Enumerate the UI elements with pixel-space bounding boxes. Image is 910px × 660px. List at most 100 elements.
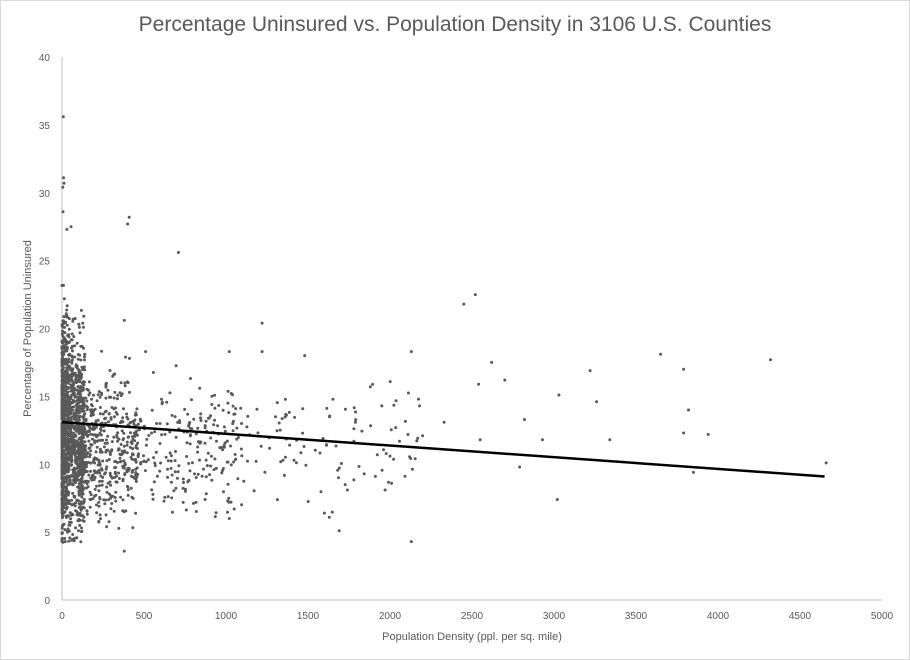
data-point [65, 358, 68, 362]
data-point [63, 325, 66, 329]
x-tick-label: 1500 [297, 611, 320, 622]
data-point [207, 416, 210, 420]
data-point [81, 492, 85, 496]
data-point [72, 335, 76, 339]
data-point [226, 510, 229, 514]
data-point [234, 407, 238, 411]
data-point [162, 499, 166, 503]
data-point [380, 468, 384, 472]
data-point [245, 425, 249, 429]
data-point [71, 491, 75, 495]
data-point [229, 392, 233, 395]
data-point [144, 443, 148, 447]
data-point [368, 385, 372, 389]
data-point [170, 473, 174, 477]
data-point [97, 489, 101, 493]
data-point [91, 433, 95, 437]
data-point [74, 455, 78, 459]
data-point [120, 429, 124, 433]
data-point [117, 471, 120, 475]
data-point [65, 497, 68, 501]
data-point [129, 486, 133, 490]
data-point [77, 411, 81, 415]
data-point [66, 493, 70, 497]
x-tick-label: 5000 [871, 611, 894, 622]
data-point [65, 479, 69, 483]
data-point [94, 420, 98, 424]
data-point [71, 444, 75, 448]
data-point [98, 412, 102, 416]
data-point [106, 434, 110, 438]
data-point [72, 448, 76, 452]
data-point [63, 537, 67, 540]
data-point [68, 478, 72, 482]
data-point [107, 458, 111, 461]
data-point [70, 368, 74, 372]
data-point [227, 350, 231, 354]
data-point [108, 453, 112, 456]
data-point [277, 421, 281, 425]
data-point [125, 443, 129, 447]
data-point [134, 457, 138, 461]
data-point [74, 408, 78, 412]
data-point [116, 439, 120, 443]
data-point [226, 482, 230, 486]
data-point [60, 524, 64, 528]
data-point [69, 520, 73, 524]
data-point [199, 419, 203, 422]
x-tick-label: 3500 [625, 611, 648, 622]
data-point [97, 390, 101, 394]
data-point [88, 490, 92, 494]
data-point [69, 517, 72, 521]
y-tick-label: 40 [39, 53, 51, 64]
data-point [76, 357, 80, 361]
data-point [70, 374, 74, 378]
data-point [107, 498, 111, 502]
data-point [229, 500, 233, 504]
data-point [136, 453, 140, 457]
data-point [194, 500, 198, 504]
data-point [78, 445, 81, 449]
data-point [78, 353, 82, 357]
data-point [125, 440, 129, 444]
data-point [93, 461, 97, 465]
data-point [81, 368, 85, 372]
data-point [63, 381, 67, 385]
data-point [67, 427, 71, 431]
data-point [98, 484, 101, 488]
data-point [166, 495, 170, 499]
data-point [79, 358, 83, 362]
data-point [67, 357, 71, 361]
data-point [255, 407, 259, 411]
data-point [89, 408, 92, 412]
data-point [104, 467, 108, 471]
data-point [80, 474, 84, 478]
data-point [127, 215, 131, 219]
data-point [204, 458, 208, 462]
data-point [121, 438, 125, 442]
data-point [86, 480, 90, 483]
data-point [160, 433, 164, 437]
data-point [223, 441, 227, 445]
data-point [345, 488, 349, 492]
data-point [117, 477, 121, 480]
data-point [232, 412, 236, 416]
data-point [81, 388, 85, 392]
data-point [78, 396, 82, 400]
data-point [103, 502, 107, 506]
data-point [61, 504, 65, 508]
data-point [103, 410, 107, 414]
data-point [152, 456, 156, 460]
data-point [503, 378, 507, 382]
data-point [166, 475, 170, 479]
data-point [121, 451, 125, 455]
data-point [65, 387, 69, 391]
data-point [65, 425, 69, 429]
data-point [135, 429, 139, 433]
data-point [122, 318, 126, 322]
data-point [137, 428, 141, 432]
data-point [213, 393, 217, 397]
data-point [135, 475, 139, 479]
data-point [108, 369, 112, 372]
